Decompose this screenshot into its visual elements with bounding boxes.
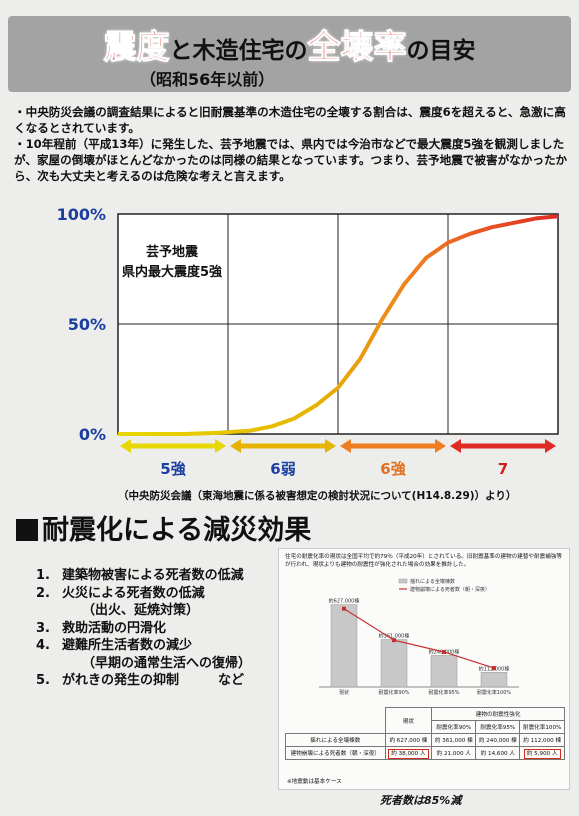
table-cell: 約 21,000 人 [431,746,477,760]
intensity-arrow-head-right [545,439,556,453]
y-tick-label: 50% [68,315,106,334]
inset-bar-label: 耐震化率95% [428,689,459,696]
table-row-label: 建物崩壊による死者数（朝・深夜） [285,746,386,760]
inset-bar-value: 約361,000棟 [379,633,410,640]
intensity-arrow-head-left [450,439,461,453]
highlight-cell: 約 38,000 人 [388,749,429,759]
intensity-arrow-head-left [340,439,351,453]
bullet-1: ・中央防災会議の調査結果によると旧耐震基準の木造住宅の全壊する割合は、震度6を超… [14,105,566,135]
intensity-arrow-head-right [435,439,446,453]
intensity-label: 7 [498,460,508,478]
inset-legend-deaths: 建物崩壊による死者数（朝・深夜） [410,586,490,593]
effect-text: 火災による死者数の低減 [62,585,205,601]
intensity-label: 6強 [380,460,405,478]
table-cell: 約 14,600 人 [475,746,521,760]
inset-bar [380,639,408,688]
effects-list: 1. 建築物被害による死者数の低減 2. 火災による死者数の低減 （出火、延焼対策）… [36,567,251,690]
effect-text: （出火、延焼対策） [82,603,200,618]
chart-source: （中央防災会議（東海地震に係る被害想定の検討状況について(H14.8.29)）よ… [118,490,517,502]
inset-chart-svg: 約627,000棟現状約361,000棟耐震化率90%約240,000棟耐震化率… [319,578,519,696]
table-header: 耐震化率95% [475,720,521,734]
intensity-label: 6弱 [270,460,295,478]
effect-num: 1. [36,568,50,583]
effect-item: （早期の通常生活への復帰） [36,655,251,673]
effect-num: 4. [36,638,50,653]
table-cell: 約 240,000 棟 [475,733,521,747]
inset-deaths-point [342,606,346,611]
inset-bar [430,655,458,688]
effect-text: がれきの発生の抑制 など [62,673,245,688]
inset-deaths-point [442,649,446,654]
effect-item: 5. がれきの発生の抑制 など [36,672,251,690]
table-header: 耐震化率100% [519,720,565,734]
inset-bar-label: 現状 [339,689,349,696]
title-band [8,16,571,92]
effect-item: 2. 火災による死者数の低減 [36,585,251,603]
intensity-arrow-head-right [215,439,226,453]
inset-bar-label: 耐震化率100% [477,689,512,696]
effect-text: （早期の通常生活への復帰） [82,655,252,671]
inset-legend-swatch [398,578,408,584]
highlight-cell: 約 5,900 人 [523,749,561,759]
y-tick-label: 0% [79,425,106,444]
table-row: 揺れによる全壊棟数 約 627,000 棟 約 361,000 棟 約 240,… [285,733,565,747]
inset-bar-value: 約627,000棟 [329,598,360,605]
inset-bar-label: 耐震化率90% [378,689,409,696]
y-tick-label: 100% [57,205,106,224]
table-cell: 約 627,000 棟 [384,733,433,747]
effect-text: 避難所生活者数の減少 [62,638,193,653]
inset-deaths-point [392,638,396,643]
intensity-label: 5強 [160,460,185,478]
effect-text: 救助活動の円滑化 [62,620,167,636]
inset-deaths-line [343,608,495,669]
bullet-2: ・10年程前（平成13年）に発生した、芸予地震では、県内では今治市などで最大震度… [14,137,568,183]
table-group-header: 建物の耐震性強化 [431,707,565,721]
section-title-text: 耐震化による減災効果 [42,515,312,546]
inset-deaths-point [492,666,496,671]
inset-description: 住宅の耐震化率の現状は全国平均で約79％（平成20年）とされている。旧耐震基準の… [285,554,562,568]
page-subtitle: （昭和56年以前） [140,70,275,89]
effect-item: 1. 建築物被害による死者数の低減 [36,567,251,585]
inset-table: 現状 建物の耐震性強化 耐震化率90% 耐震化率95% 耐震化率100% 揺れに… [285,707,565,760]
table-cell: 約 38,000 人 [384,746,433,760]
section-title: 耐震化による減災効果 [16,508,311,547]
effect-item: （出火、延焼対策） [36,602,251,620]
table-note: ※地震動は基本ケース [287,779,342,785]
effect-item: 4. 避難所生活者数の減少 [36,637,251,655]
intensity-arrow-head-left [230,439,241,453]
title-shindo: 震度 [103,27,170,67]
collapse-rate-chart: 100% 50% 0% 芸予地震県内最大震度5強 5強 6弱 6強 7 [0,198,579,498]
intensity-arrow-head-left [120,439,131,453]
effect-text: 建築物被害による死者数の低減 [62,568,244,583]
intro-bullets: ・中央防災会議の調査結果によると旧耐震基準の木造住宅の全壊する割合は、震度6を超… [14,104,569,184]
title-text-2: の目安 [406,38,476,64]
annotation-line2: 県内最大震度5強 [122,264,222,280]
effect-num: 3. [36,620,50,636]
intensity-arrow-head-right [325,439,336,453]
table-header: 現状 [384,707,433,734]
table-cell: 約 5,900 人 [519,746,565,760]
table-header: 耐震化率90% [431,720,477,734]
table-cell: 約 361,000 棟 [431,733,477,747]
effect-num: 2. [36,585,50,601]
effect-num: 5. [36,673,50,688]
inset-legend-bars: 揺れによる全壊棟数 [410,578,455,585]
inset-bar [480,672,508,688]
section-square-icon [16,519,38,541]
collapse-rate-curve [118,214,559,436]
inset-bar [330,604,358,688]
effect-item: 3. 救助活動の円滑化 [36,620,251,638]
page-title: 震度と木造住宅の全壊率の目安 [0,20,579,68]
table-row-label: 揺れによる全壊棟数 [285,733,386,747]
title-collapse-rate: 全壊率 [307,27,407,67]
title-text-1: と木造住宅の [169,38,308,64]
effect-inset-panel: 住宅の耐震化率の現状は全国平均で約79％（平成20年）とされている。旧耐震基準の… [278,548,570,790]
table-cell: 約 112,000 棟 [519,733,565,747]
annotation-line1: 芸予地震 [146,244,199,260]
table-row: 建物崩壊による死者数（朝・深夜） 約 38,000 人 約 21,000 人 約… [285,746,565,760]
inset-caption: 死者数は85%減 [380,794,462,807]
